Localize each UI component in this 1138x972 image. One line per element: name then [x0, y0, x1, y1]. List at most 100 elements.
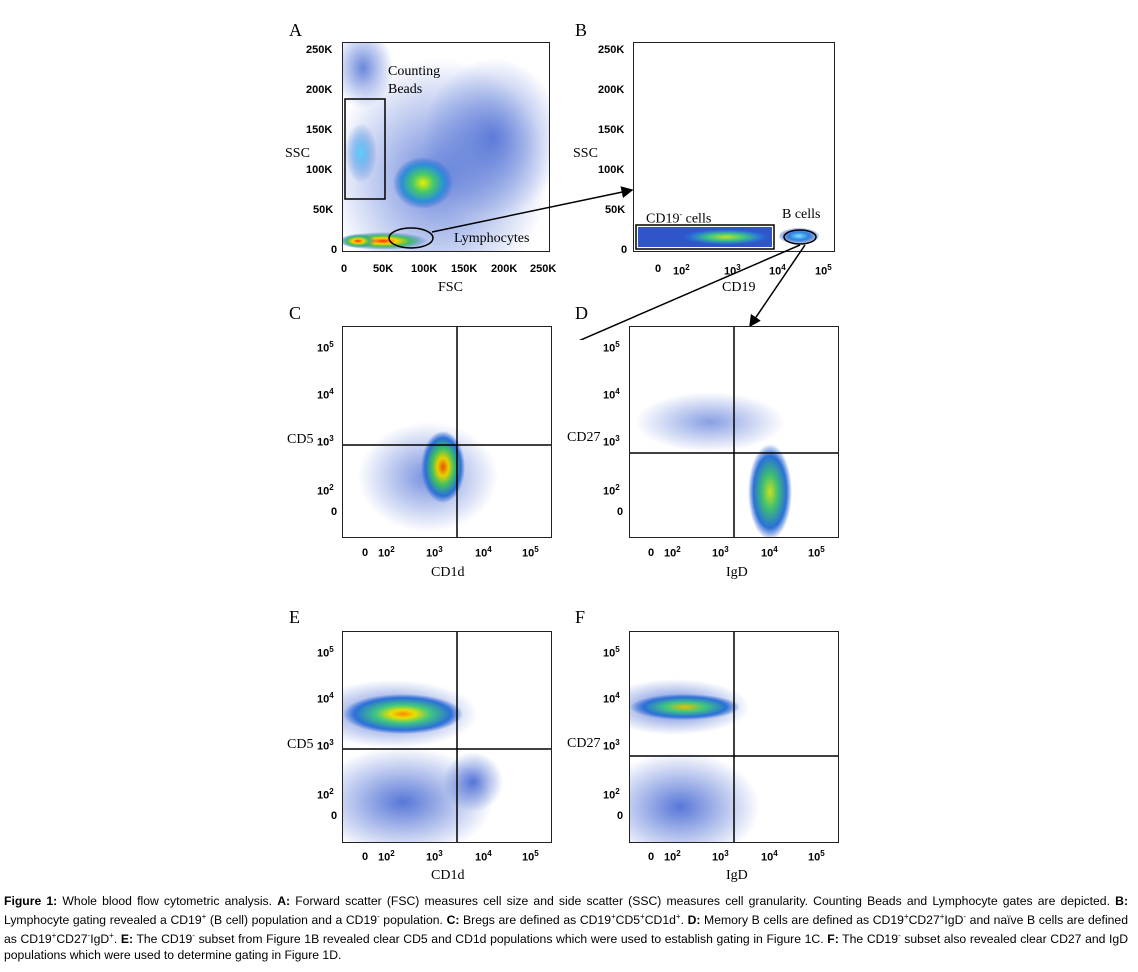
- plot-c: [342, 326, 552, 538]
- f-xtick: 0: [648, 851, 655, 863]
- a-xtick: 50K: [373, 263, 394, 275]
- e-xtick: 104: [475, 849, 492, 864]
- d-xtick: 0: [648, 547, 655, 559]
- e-ytick: 103: [317, 738, 334, 753]
- a-xtick: 150K: [451, 263, 478, 275]
- b-cells-label: B cells: [782, 207, 821, 222]
- e-ytick: 102: [317, 787, 334, 802]
- b-xtick: 0: [655, 263, 662, 275]
- counting-beads-gate: [344, 98, 386, 200]
- a-xtick: 0: [341, 263, 348, 275]
- f-ytick: 102: [603, 787, 620, 802]
- f-xtick: 103: [712, 849, 729, 864]
- b-ylabel: SSC: [573, 146, 598, 161]
- plot-f-scatter: [630, 632, 838, 842]
- e-xtick: 105: [522, 849, 539, 864]
- a-ytick: 150K: [306, 124, 333, 136]
- a-ytick: 50K: [313, 204, 334, 216]
- f-ytick: 0: [617, 810, 624, 822]
- plot-e-scatter: [343, 632, 551, 842]
- c-ytick: 102: [317, 483, 334, 498]
- arrow-b-to-c: [578, 244, 801, 340]
- b-cell-gate: [783, 229, 817, 245]
- lymphocytes-label: Lymphocytes: [454, 231, 530, 246]
- a-ylabel: SSC: [285, 146, 310, 161]
- f-xtick: 102: [664, 849, 681, 864]
- c-xtick: 102: [378, 545, 395, 560]
- a-xlabel: FSC: [438, 280, 463, 295]
- panel-letter-c: C: [289, 303, 302, 323]
- plot-d: [629, 326, 839, 538]
- a-ytick: 200K: [306, 84, 333, 96]
- e-xtick: 0: [362, 851, 369, 863]
- c-xtick: 0: [362, 547, 369, 559]
- arrow-b-to-d: [749, 244, 806, 328]
- gating-arrows: [431, 186, 806, 340]
- plot-b: [633, 42, 835, 252]
- lymphocyte-gate: [388, 227, 434, 249]
- d-xtick: 102: [664, 545, 681, 560]
- b-xtick: 104: [769, 263, 786, 278]
- d-ytick: 103: [603, 434, 620, 449]
- f-xlabel: IgD: [726, 868, 748, 883]
- f-ytick: 103: [603, 738, 620, 753]
- d-ytick: 104: [603, 387, 620, 402]
- c-xlabel: CD1d: [431, 565, 465, 580]
- b-xtick: 102: [673, 263, 690, 278]
- cd19-neg-gate: [635, 224, 775, 250]
- panel-letter-e: E: [289, 607, 300, 627]
- c-ytick: 104: [317, 387, 334, 402]
- plot-c-scatter: [343, 327, 551, 537]
- a-xtick: 200K: [491, 263, 518, 275]
- e-xtick: 102: [378, 849, 395, 864]
- e-ytick: 0: [331, 810, 338, 822]
- a-ytick: 250K: [306, 44, 333, 56]
- plot-b-scatter: [634, 43, 834, 251]
- b-ytick: 50K: [605, 204, 626, 216]
- e-ylabel: CD5: [287, 737, 314, 752]
- c-ytick: 0: [331, 506, 338, 518]
- panel-letter-b: B: [575, 20, 588, 40]
- b-ytick: 100K: [598, 164, 625, 176]
- e-xtick: 103: [426, 849, 443, 864]
- f-ytick: 104: [603, 691, 620, 706]
- panel-letter-f: F: [575, 607, 586, 627]
- d-ylabel: CD27: [567, 430, 601, 445]
- c-ytick: 105: [317, 340, 334, 355]
- d-ytick: 0: [617, 506, 624, 518]
- d-ytick: 105: [603, 340, 620, 355]
- plot-a: [342, 42, 550, 252]
- d-xtick: 103: [712, 545, 729, 560]
- b-ytick: 0: [621, 244, 628, 256]
- a-ytick: 0: [331, 244, 338, 256]
- e-ytick: 104: [317, 691, 334, 706]
- b-xlabel: CD19: [722, 280, 756, 295]
- panel-letter-a: A: [289, 20, 302, 40]
- c-xtick: 103: [426, 545, 443, 560]
- figure-caption: Figure 1: Whole blood flow cytometric an…: [4, 894, 1129, 963]
- a-xtick: 100K: [411, 263, 438, 275]
- c-ytick: 103: [317, 434, 334, 449]
- a-xtick: 250K: [530, 263, 557, 275]
- f-ylabel: CD27: [567, 736, 601, 751]
- f-xtick: 104: [761, 849, 778, 864]
- arrow-a-to-b: [431, 186, 634, 233]
- d-ytick: 102: [603, 483, 620, 498]
- b-ytick: 200K: [598, 84, 625, 96]
- plot-d-scatter: [630, 327, 838, 537]
- d-xtick: 104: [761, 545, 778, 560]
- plot-e: [342, 631, 552, 843]
- d-xlabel: IgD: [726, 565, 748, 580]
- e-ytick: 105: [317, 645, 334, 660]
- plot-f: [629, 631, 839, 843]
- a-ytick: 100K: [306, 164, 333, 176]
- f-ytick: 105: [603, 645, 620, 660]
- plot-a-scatter: [343, 43, 549, 251]
- c-xtick: 104: [475, 545, 492, 560]
- b-ytick: 250K: [598, 44, 625, 56]
- c-ylabel: CD5: [287, 432, 314, 447]
- b-ytick: 150K: [598, 124, 625, 136]
- counting-beads-label: Counting Beads: [388, 64, 441, 97]
- cd19-neg-label: CD19- cells: [646, 210, 712, 227]
- panel-letter-d: D: [575, 303, 588, 323]
